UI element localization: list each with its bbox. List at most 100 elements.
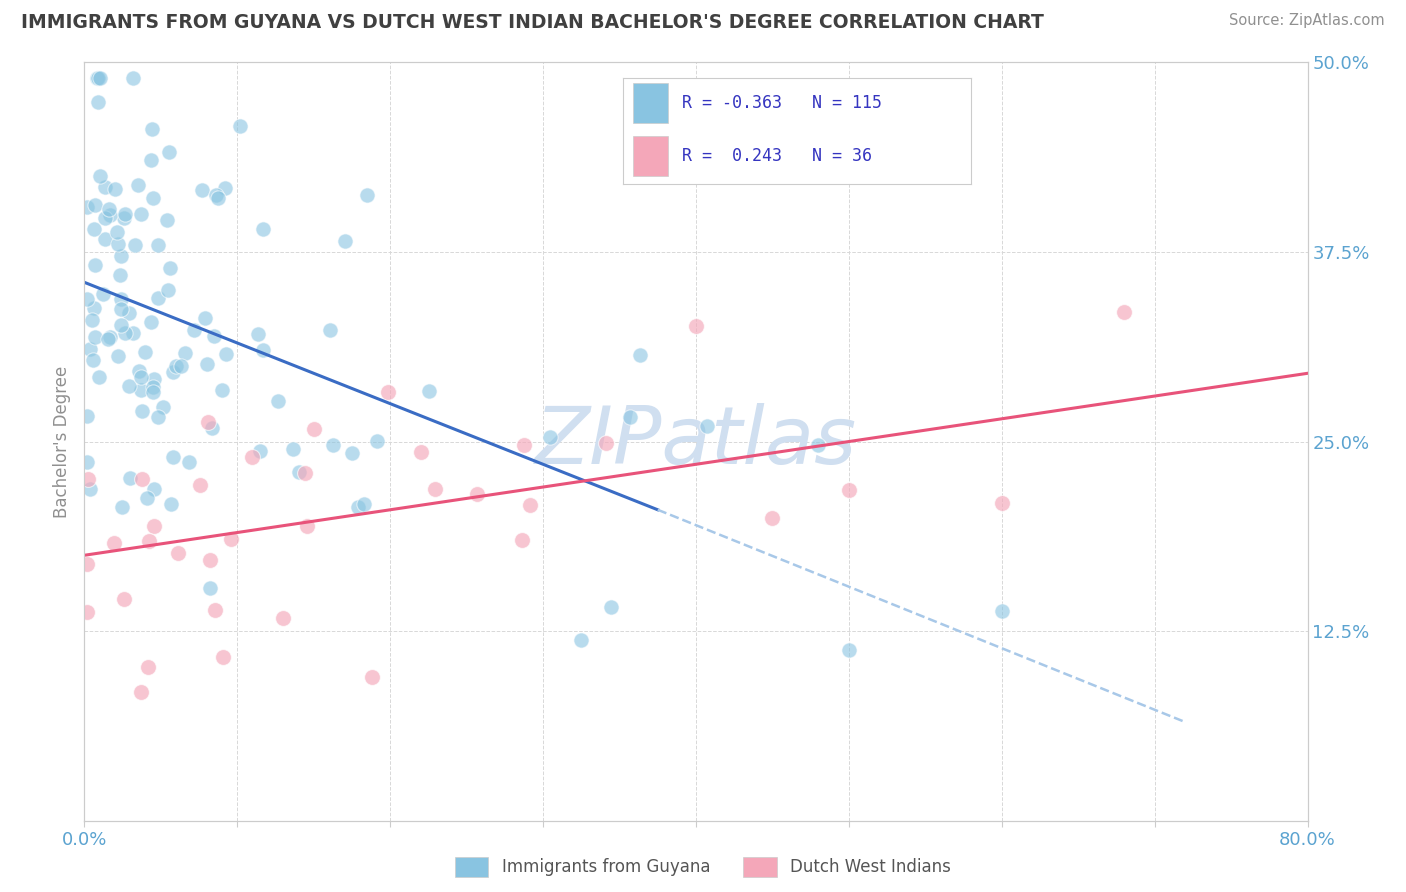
Point [143,372,166,386]
Point [118,471,141,485]
Point [110,250,132,264]
Point [79,483,101,497]
Point [211,384,233,398]
Text: ZIPatlas: ZIPatlas [534,402,858,481]
Point [146,238,169,252]
Point [76,606,98,620]
Point [271,611,294,625]
Point [152,400,174,414]
Point [77,472,100,486]
Point [76,557,98,571]
Point [202,328,225,343]
Point [141,122,163,136]
Y-axis label: Bachelor's Degree: Bachelor's Degree [53,366,72,517]
Point [98,208,121,222]
Point [249,443,271,458]
Point [89,369,111,384]
Point [252,221,274,235]
Point [142,379,165,393]
Point [112,211,135,226]
Point [148,291,170,305]
Point [93,179,115,194]
Point [162,450,184,464]
Point [519,498,541,512]
Point [112,592,135,607]
Point [212,650,235,665]
Point [156,212,179,227]
Point [107,349,129,363]
Point [215,346,238,360]
Point [838,483,860,497]
Point [76,409,98,424]
Point [146,409,169,424]
Point [219,532,242,546]
Point [110,302,132,317]
Point [110,318,132,332]
Point [80,312,103,326]
Point [103,536,125,550]
Point [512,533,534,548]
Point [170,359,193,373]
Point [319,323,342,337]
Point [696,418,718,433]
Point [76,201,98,215]
Point [991,496,1014,510]
Point [205,188,228,202]
Point [174,346,197,360]
Point [179,455,201,469]
Text: Source: ZipAtlas.com: Source: ZipAtlas.com [1229,13,1385,29]
Point [267,394,290,409]
Point [322,437,344,451]
Point [84,258,107,272]
Point [162,366,184,380]
Point [124,237,146,252]
Point [83,329,105,343]
Point [83,301,105,316]
Point [409,445,432,459]
Point [131,370,153,384]
Point [159,260,181,275]
Point [98,330,121,344]
Point [247,326,270,341]
Point [139,153,162,167]
Point [361,670,384,684]
Point [377,384,399,399]
Point [93,211,115,225]
Point [129,685,152,699]
Point [356,187,378,202]
Point [204,603,226,617]
Point [79,342,101,356]
Point [628,348,651,362]
Point [76,454,98,468]
Point [87,70,110,85]
Point [104,182,127,196]
Point [111,500,134,514]
Point [128,364,150,378]
Point [129,207,152,221]
Text: IMMIGRANTS FROM GUYANA VS DUTCH WEST INDIAN BACHELOR'S DEGREE CORRELATION CHART: IMMIGRANTS FROM GUYANA VS DUTCH WEST IND… [21,13,1045,32]
Point [118,379,141,393]
Point [165,359,187,373]
Point [89,70,111,85]
Point [991,604,1014,618]
Point [340,446,363,460]
Point [83,222,105,236]
Point [347,500,370,515]
Point [195,357,218,371]
Point [127,178,149,192]
Point [200,421,222,435]
Point [197,416,219,430]
Point [302,422,325,436]
Point [114,326,136,340]
Point [423,482,446,496]
Point [134,345,156,359]
Point [157,284,180,298]
Point [110,268,132,283]
Point [807,438,830,452]
Point [283,442,305,456]
Point [229,119,252,133]
Point [838,643,860,657]
Point [82,353,104,368]
Point [513,437,536,451]
Point [122,326,145,340]
